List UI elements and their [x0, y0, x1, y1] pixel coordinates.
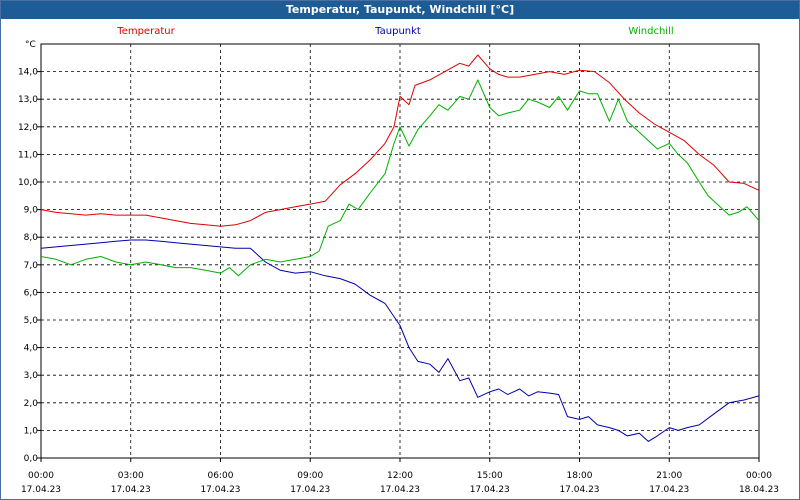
- x-tick-date: 18.04.23: [739, 485, 779, 495]
- x-tick-time: 12:00: [387, 471, 413, 481]
- y-tick-label: 2,0: [24, 399, 39, 409]
- legend-taupunkt: Taupunkt: [374, 26, 421, 37]
- y-tick-label: 6,0: [24, 288, 39, 298]
- y-tick-label: 1,0: [24, 426, 39, 436]
- x-tick-date: 17.04.23: [649, 485, 689, 495]
- y-tick-label: 10,0: [18, 178, 38, 188]
- y-tick-label: 4,0: [24, 344, 39, 354]
- x-tick-date: 17.04.23: [290, 485, 330, 495]
- y-tick-label: 7,0: [24, 261, 39, 271]
- series-line-windchill: [40, 79, 760, 277]
- y-tick-label: 5,0: [24, 316, 39, 326]
- x-tick-time: 15:00: [477, 471, 503, 481]
- x-tick-time: 03:00: [118, 471, 144, 481]
- y-axis-label: °C: [25, 40, 36, 50]
- x-tick-date: 17.04.23: [470, 485, 510, 495]
- y-tick-label: 11,0: [18, 150, 38, 160]
- y-tick-label: 9,0: [24, 206, 39, 216]
- y-tick-label: 12,0: [18, 123, 38, 133]
- y-tick-label: 8,0: [24, 233, 39, 243]
- x-tick-date: 17.04.23: [380, 485, 420, 495]
- y-tick-label: 3,0: [24, 371, 39, 381]
- x-tick-time: 18:00: [567, 471, 593, 481]
- x-tick-date: 17.04.23: [111, 485, 151, 495]
- series-line-taupunkt: [40, 239, 760, 442]
- x-tick-time: 06:00: [208, 471, 234, 481]
- x-tick-time: 00:00: [28, 471, 54, 481]
- y-tick-label: 14,0: [18, 68, 38, 78]
- chart-title: Temperatur, Taupunkt, Windchill [°C]: [1, 1, 799, 19]
- x-tick-time: 21:00: [656, 471, 682, 481]
- y-tick-label: 13,0: [18, 95, 38, 105]
- chart-area: 0,0 1,0 2,0 3,0 4,0 5,0 6,0 7,0 8,0 9,0 10,0 11,0 12…: [18, 26, 779, 495]
- series-line-temperatur: [40, 54, 760, 227]
- y-tick-label: 0,0: [24, 454, 39, 464]
- x-tick-time: 00:00: [746, 471, 772, 481]
- x-tick-date: 17.04.23: [200, 485, 240, 495]
- x-tick-date: 17.04.23: [21, 485, 61, 495]
- legend-temperatur: Temperatur: [116, 26, 175, 37]
- legend-windchill: Windchill: [628, 26, 673, 37]
- x-tick-date: 17.04.23: [559, 485, 599, 495]
- x-tick-time: 09:00: [297, 471, 323, 481]
